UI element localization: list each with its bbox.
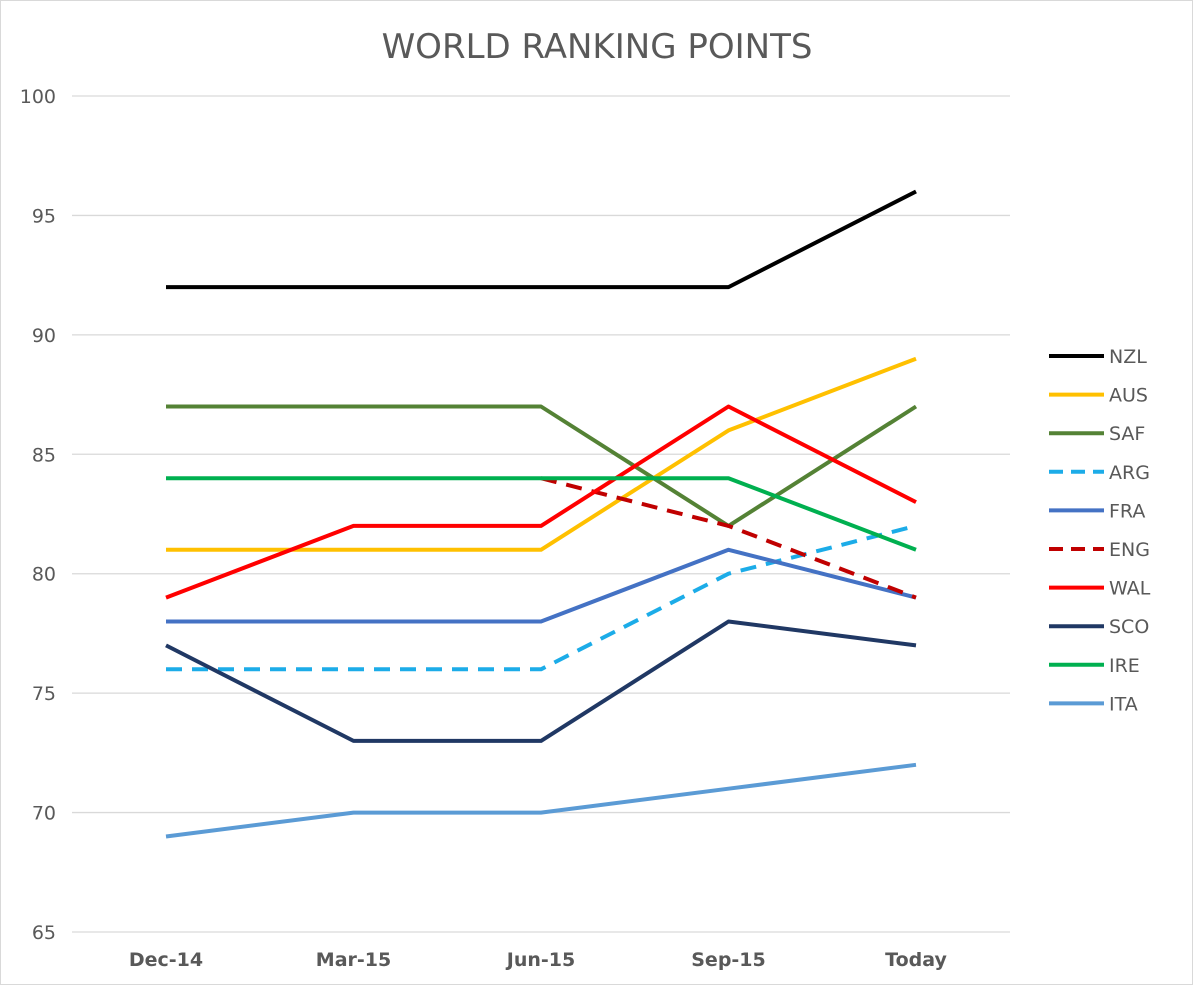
y-tick-label-90: 90 <box>32 325 56 347</box>
y-tick-label-95: 95 <box>32 205 56 227</box>
series-line-saf <box>166 404 918 528</box>
legend-label-eng: ENG <box>1109 539 1150 561</box>
legend-label-fra: FRA <box>1109 500 1145 522</box>
series-line-wal <box>165 404 917 600</box>
y-tick-label-75: 75 <box>32 683 56 705</box>
y-axis-ticks: 65 70 75 80 85 90 95 100 <box>20 86 56 944</box>
x-tick-label-jun-15: Jun-15 <box>505 949 575 971</box>
legend-label-wal: WAL <box>1109 578 1151 600</box>
series-line-ire <box>166 476 917 552</box>
legend-label-arg: ARG <box>1109 462 1150 484</box>
series-line-eng <box>540 476 917 600</box>
y-tick-label-65: 65 <box>32 922 56 944</box>
y-tick-label-100: 100 <box>20 86 56 108</box>
series-line-arg <box>166 523 917 672</box>
legend-label-aus: AUS <box>1109 385 1148 407</box>
series-line-ita <box>165 762 917 839</box>
x-tick-label-dec-14: Dec-14 <box>129 949 203 971</box>
x-axis-ticks: Dec-14 Mar-15 Jun-15 Sep-15 Today <box>129 949 948 971</box>
x-tick-label-today: Today <box>885 949 947 971</box>
y-tick-label-80: 80 <box>32 564 56 586</box>
series-lines <box>165 189 918 839</box>
y-tick-label-85: 85 <box>32 444 56 466</box>
legend-label-sco: SCO <box>1109 616 1149 638</box>
legend-label-saf: SAF <box>1109 423 1145 445</box>
legend: NZL AUS SAF ARG FRA ENG WAL SCO IRE ITA <box>1049 346 1151 715</box>
series-line-fra <box>166 547 917 624</box>
series-line-nzl <box>166 189 917 290</box>
series-line-sco <box>165 619 917 743</box>
x-tick-label-sep-15: Sep-15 <box>691 949 766 971</box>
x-tick-label-mar-15: Mar-15 <box>316 949 391 971</box>
legend-label-ita: ITA <box>1109 693 1138 715</box>
gridlines <box>72 95 1010 933</box>
legend-label-ire: IRE <box>1109 655 1140 677</box>
y-tick-label-70: 70 <box>32 803 56 825</box>
legend-label-nzl: NZL <box>1109 346 1147 368</box>
chart-title: WORLD RANKING POINTS <box>382 27 813 67</box>
